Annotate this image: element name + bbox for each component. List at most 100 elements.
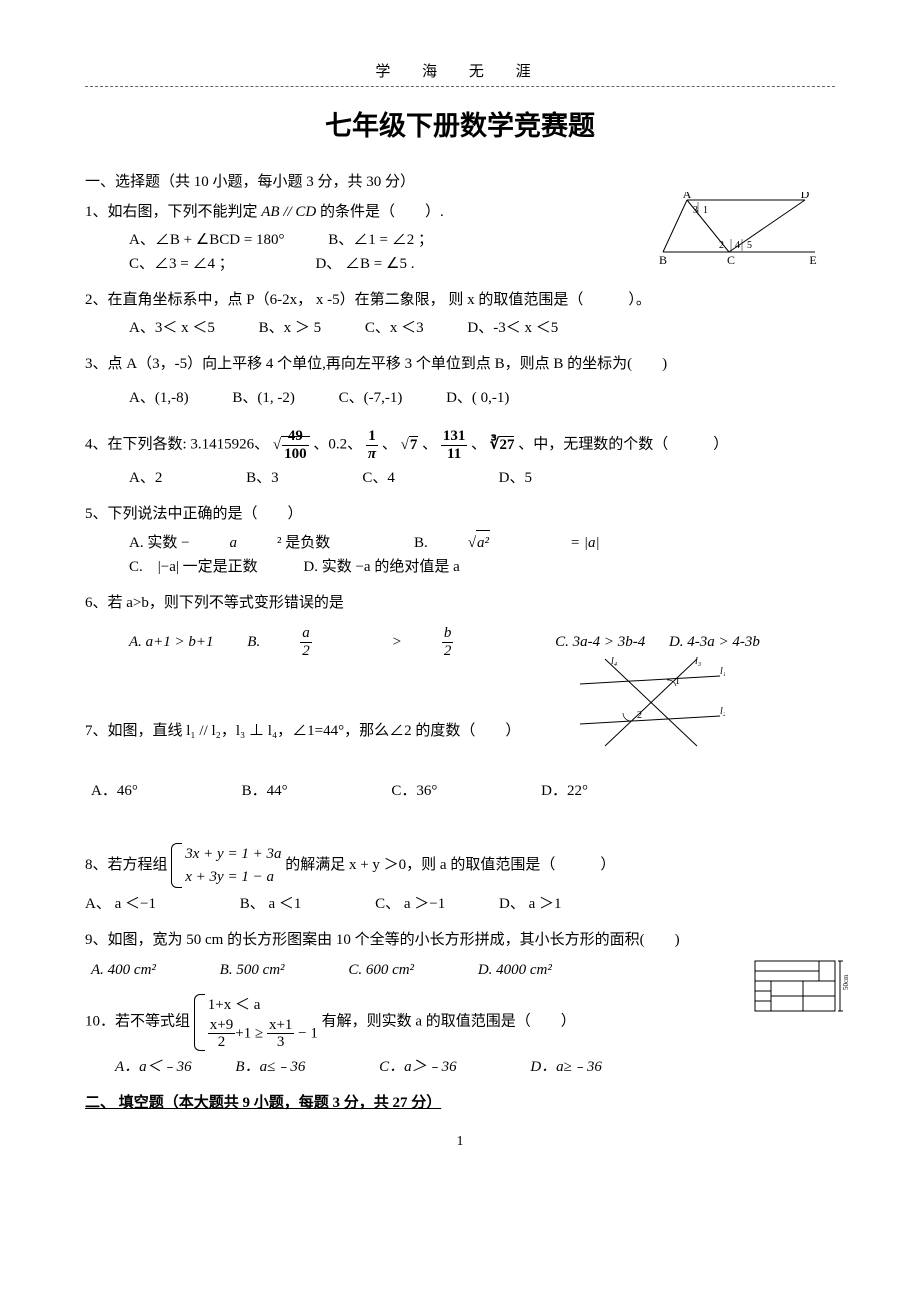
q3-optC: C、(-7,-1)	[339, 386, 403, 410]
q2-optC: C、x ＜3	[365, 316, 424, 340]
header-motto: 学 海 无 涯	[85, 60, 835, 84]
question-6: 6、若 a>b，则下列不等式变形错误的是 A. a+1 > b+1 B. a2 …	[85, 591, 835, 659]
q7-optA: A．46°	[91, 779, 138, 803]
q4-prefix: 4、在下列各数: 3.1415926、	[85, 437, 269, 453]
q4-optA: A、2	[129, 466, 162, 490]
q2-stem: 2、在直角坐标系中，点 P（6-2x， x -5）在第二象限， 则 x 的取值范…	[85, 288, 835, 312]
q4-mid2: 、	[382, 437, 397, 453]
q1-stem-suffix: 的条件是（ ）.	[316, 204, 444, 220]
q4-frac2-den: π	[366, 446, 378, 463]
q7-optB: B．44°	[242, 779, 288, 803]
q10-optC: C．a＞﹣36	[379, 1055, 457, 1079]
q1-optD: D、 ∠B = ∠5 .	[315, 252, 414, 276]
q10-prefix: 10．若不等式组	[85, 1014, 190, 1030]
q1-optB: B、∠1 = ∠2 ；	[328, 228, 433, 252]
q6-optB: B. a2 > b2	[247, 625, 533, 659]
q1-stem-prefix: 1、如右图，下列不能判定	[85, 204, 261, 220]
q8-system: 3x + y = 1 + 3a x + 3y = 1 − a	[171, 843, 281, 888]
q8-optD: D、 a ＞1	[499, 896, 562, 912]
q2-optA: A、3＜ x ＜5	[129, 316, 215, 340]
q4-frac1-den: 100	[282, 446, 309, 463]
svg-text:2: 2	[637, 710, 642, 721]
q7-diagram: l₁ l₂ l₃ l₄ 1 2	[575, 654, 725, 754]
q4-frac1-num: 49	[282, 428, 309, 446]
q9-optA: A. 400 cm²	[91, 958, 156, 982]
svg-text:3: 3	[693, 205, 698, 216]
q5-optD: D. 实数 −a 的绝对值是 a	[303, 555, 459, 579]
q6-optC: C. 3a-4 > 3b-4	[555, 630, 645, 654]
question-2: 2、在直角坐标系中，点 P（6-2x， x -5）在第二象限， 则 x 的取值范…	[85, 288, 835, 340]
q4-sqrt7: 7	[409, 436, 419, 453]
q10-system: 1+x ＜ a x+92+1 ≥ x+13 − 1	[194, 994, 318, 1051]
q4-optB: B、3	[246, 466, 279, 490]
q4-frac3-num: 131	[441, 428, 468, 446]
svg-text:A: A	[683, 192, 692, 201]
question-9: 9、如图，宽为 50 cm 的长方形图案由 10 个全等的小长方形拼成，其小长方…	[85, 928, 835, 982]
q4-frac3-den: 11	[441, 446, 468, 463]
q1-stem-mid: AB // CD	[261, 204, 316, 220]
q1-diagram: A D B C E 3 1 2 4 5	[645, 192, 825, 267]
page-title: 七年级下册数学竞赛题	[85, 105, 835, 148]
q4-suffix: 、中，无理数的个数（ ）	[518, 437, 728, 453]
q8-optA: A、 a ＜−1	[85, 896, 156, 912]
q9-optB: B. 500 cm²	[220, 958, 285, 982]
q9-stem: 9、如图，宽为 50 cm 的长方形图案由 10 个全等的小长方形拼成，其小长方…	[85, 928, 835, 952]
q8-prefix: 8、若方程组	[85, 857, 168, 873]
q8-optB: B、 a ＜1	[240, 896, 302, 912]
q7-optC: C．36°	[391, 779, 437, 803]
q6-stem: 6、若 a>b，则下列不等式变形错误的是	[85, 591, 835, 615]
q4-cbrt27: 27	[499, 436, 514, 453]
question-5: 5、下列说法中正确的是（ ） A. 实数 −a² 是负数 B. a² = |a|…	[85, 502, 835, 579]
q5-optB: B. a² = |a|	[414, 530, 640, 555]
page-number: 1	[85, 1131, 835, 1153]
q10-optB: B．a≤﹣36	[235, 1055, 305, 1079]
q10-optA: A．a＜﹣36	[115, 1055, 192, 1079]
q4-mid4: 、	[471, 437, 486, 453]
svg-text:l₂: l₂	[720, 706, 725, 717]
q9-optC: C. 600 cm²	[348, 958, 414, 982]
q5-optA: A. 实数 −a² 是负数	[129, 531, 370, 555]
svg-text:5: 5	[747, 240, 752, 251]
q4-mid3: 、	[422, 437, 437, 453]
svg-text:B: B	[659, 253, 667, 267]
q2-optB: B、x ＞ 5	[259, 316, 322, 340]
q4-optD: D、5	[499, 466, 532, 490]
q4-frac2-num: 1	[366, 428, 378, 446]
q3-stem: 3、点 A（3，-5）向上平移 4 个单位,再向左平移 3 个单位到点 B，则点…	[85, 352, 835, 376]
q6-optA: A. a+1 > b+1	[129, 630, 214, 654]
svg-text:1: 1	[703, 205, 708, 216]
q3-optB: B、(1, -2)	[232, 386, 295, 410]
svg-text:E: E	[809, 253, 816, 267]
q4-optC: C、4	[362, 466, 395, 490]
q4-mid1: 、0.2、	[313, 437, 362, 453]
q3-optA: A、(1,-8)	[129, 386, 189, 410]
svg-text:4: 4	[735, 240, 740, 251]
q10-line1: 1+x ＜ a	[208, 994, 318, 1017]
svg-text:2: 2	[719, 240, 724, 251]
question-3: 3、点 A（3，-5）向上平移 4 个单位,再向左平移 3 个单位到点 B，则点…	[85, 352, 835, 410]
q7-optD: D．22°	[541, 779, 588, 803]
header-divider	[85, 86, 835, 87]
q2-optD: D、-3＜ x ＜5	[467, 316, 558, 340]
svg-text:l₁: l₁	[720, 666, 725, 677]
q5-stem: 5、下列说法中正确的是（ ）	[85, 502, 835, 526]
question-1: A D B C E 3 1 2 4 5 1、如右图，下列不能判定 AB // C…	[85, 200, 835, 276]
question-10: 10．若不等式组 1+x ＜ a x+92+1 ≥ x+13 − 1 有解，则实…	[85, 994, 835, 1079]
question-7: l₁ l₂ l₃ l₄ 1 2 7、如图，直线 l₁ // l₂，l₃ ⊥ l₄…	[85, 719, 835, 803]
q8-eq1: 3x + y = 1 + 3a	[185, 843, 281, 866]
q10-suffix: 有解，则实数 a 的取值范围是（ ）	[322, 1014, 576, 1030]
q6-optD: D. 4-3a > 4-3b	[669, 630, 760, 654]
svg-text:50cm: 50cm	[842, 974, 850, 990]
q8-suffix: 的解满足 x + y ＞0，则 a 的取值范围是（ ）	[285, 857, 615, 873]
q1-optA: A、∠B + ∠BCD = 180°	[129, 228, 285, 252]
question-4: 4、在下列各数: 3.1415926、 49100 、0.2、 1π 、 7 、…	[85, 428, 835, 490]
svg-text:l₄: l₄	[611, 656, 618, 667]
svg-text:l₃: l₃	[695, 656, 702, 667]
question-8: 8、若方程组 3x + y = 1 + 3a x + 3y = 1 − a 的解…	[85, 843, 835, 916]
q10-optD: D．a≥﹣36	[530, 1055, 602, 1079]
q5-optC: C. |−a| 一定是正数	[129, 555, 258, 579]
q10-line2: x+92+1 ≥ x+13 − 1	[208, 1017, 318, 1051]
q3-optD: D、( 0,-1)	[446, 386, 509, 410]
q8-optC: C、 a ＞−1	[375, 896, 445, 912]
q1-optC: C、∠3 = ∠4 ；	[129, 252, 234, 276]
